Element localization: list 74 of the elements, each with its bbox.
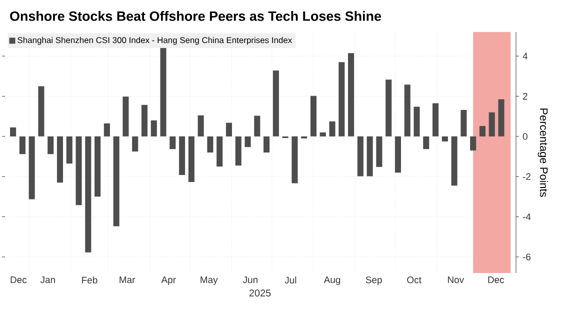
bar bbox=[272, 70, 279, 136]
y-tick-label: 4 bbox=[522, 52, 528, 60]
bar bbox=[310, 96, 316, 136]
bar bbox=[94, 136, 101, 197]
bar bbox=[338, 62, 345, 136]
x-tick-label: Sep bbox=[366, 276, 382, 286]
bar bbox=[498, 99, 504, 136]
bar bbox=[160, 47, 166, 136]
bar bbox=[460, 110, 467, 136]
bar bbox=[150, 120, 157, 136]
bar bbox=[56, 136, 64, 183]
x-tick-label: Jan bbox=[40, 276, 55, 284]
bar bbox=[48, 136, 54, 154]
x-tick-label: May bbox=[200, 276, 218, 285]
bar bbox=[451, 136, 458, 186]
bar bbox=[188, 136, 194, 182]
bar bbox=[179, 136, 186, 175]
bar bbox=[38, 86, 44, 136]
bar bbox=[479, 126, 486, 136]
bar bbox=[235, 136, 242, 166]
bar bbox=[414, 106, 420, 136]
text: 2025 bbox=[249, 289, 271, 297]
bar bbox=[226, 122, 232, 136]
bar bbox=[470, 136, 476, 150]
bar bbox=[28, 136, 35, 200]
bar bbox=[104, 123, 110, 136]
bar bbox=[216, 136, 223, 167]
bar bbox=[386, 80, 392, 136]
x-tick-label: Nov bbox=[448, 276, 464, 284]
y-axis-title: Percentage Points bbox=[538, 108, 548, 197]
bar bbox=[132, 136, 138, 152]
x-tick-label: Aug bbox=[324, 276, 340, 285]
y-tick-label: -4 bbox=[522, 214, 531, 220]
bar bbox=[432, 103, 439, 136]
bar bbox=[244, 136, 251, 148]
bar bbox=[329, 121, 336, 136]
x-tick-label: Oct bbox=[407, 276, 422, 284]
bar bbox=[320, 132, 326, 136]
legend-label: Shanghai Shenzhen CSI 300 Index - Hang Seng China Enterprises Index bbox=[18, 36, 292, 45]
bar bbox=[357, 136, 364, 176]
bar bbox=[141, 104, 148, 136]
x-tick-label: Jul bbox=[284, 276, 296, 284]
bar bbox=[207, 136, 214, 152]
x-tick-label: Dec bbox=[488, 276, 504, 284]
bar bbox=[292, 136, 298, 184]
bar bbox=[198, 115, 204, 136]
bar bbox=[348, 53, 354, 136]
bar bbox=[66, 136, 72, 164]
y-tick-label: -2 bbox=[522, 173, 530, 180]
x-tick-label: Mar bbox=[120, 276, 136, 284]
x-tick-label: Apr bbox=[161, 276, 176, 285]
bar bbox=[122, 96, 129, 136]
x-tick-label: Feb bbox=[82, 276, 98, 284]
bar bbox=[254, 116, 260, 136]
bar bbox=[442, 136, 448, 142]
bar bbox=[488, 112, 495, 136]
bar bbox=[85, 136, 92, 252]
bar bbox=[404, 84, 410, 136]
bar bbox=[423, 136, 430, 150]
bar bbox=[394, 136, 401, 173]
y-tick-label: 0 bbox=[522, 133, 528, 140]
x-tick-label: Jun bbox=[242, 276, 258, 284]
bar bbox=[76, 136, 82, 206]
bar bbox=[264, 136, 270, 152]
x-tick-label: Dec bbox=[10, 276, 27, 284]
y-tick-label: 2 bbox=[522, 92, 528, 100]
bar bbox=[10, 127, 16, 136]
bar bbox=[113, 136, 120, 226]
y-tick-label: -6 bbox=[522, 254, 531, 260]
bar bbox=[376, 136, 382, 167]
bar bbox=[366, 136, 373, 176]
bar bbox=[170, 136, 176, 150]
chart-title: Onshore Stocks Beat Offshore Peers as Tech Loses Shine bbox=[10, 11, 382, 21]
bar bbox=[19, 136, 26, 154]
